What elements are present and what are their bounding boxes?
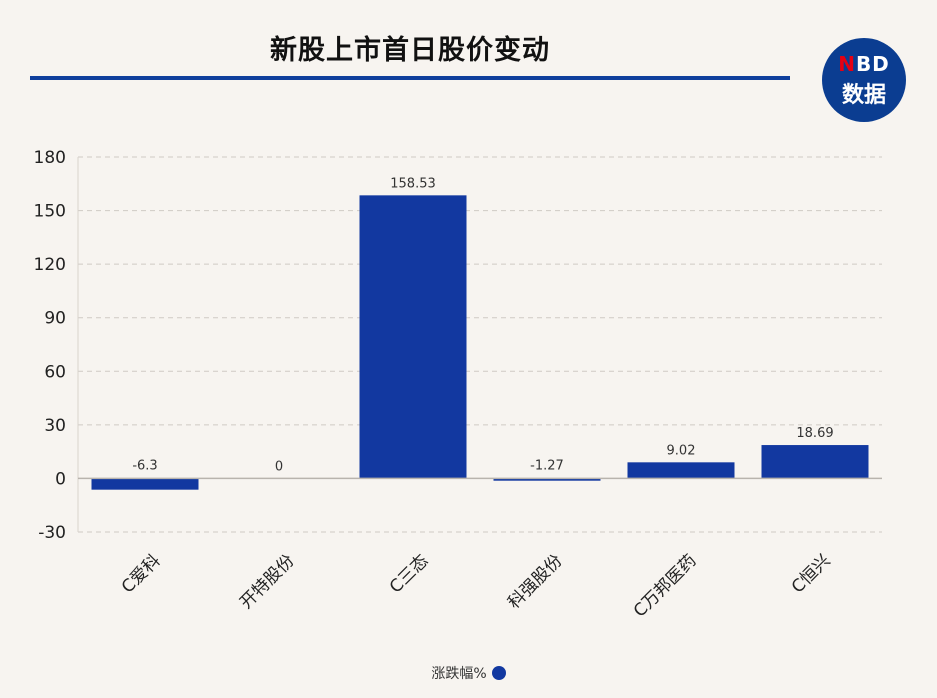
y-tick-label: 180 [34,148,66,168]
bar [761,445,869,479]
y-tick-label: 0 [55,469,66,489]
bar [91,478,199,490]
title-underline [30,76,790,80]
bar-value-label: 0 [275,459,283,474]
y-tick-label: 30 [44,416,66,436]
x-tick-label: C恒兴 [788,551,835,598]
y-tick-label: 90 [44,309,66,329]
x-tick-label: C爱科 [118,551,165,598]
gridlines [78,156,882,533]
bar-value-label: 158.53 [390,176,436,191]
bar [359,195,467,479]
nbd-logo: NBD 数据 [822,38,906,122]
x-tick-label: C三态 [386,551,433,598]
y-tick-label: 60 [44,362,66,382]
y-tick-label: 120 [34,255,66,275]
bar-value-label: 18.69 [796,426,833,441]
bar-value-label: -1.27 [530,458,564,473]
bar [493,478,601,481]
x-axis: C爱科 开特股份 C三态 科强股份 C万邦医药 C恒兴 [118,551,835,622]
value-labels: -6.3 0 158.53 -1.27 9.02 18.69 [132,176,833,474]
bar-value-label: 9.02 [667,443,696,458]
x-tick-label: 科强股份 [504,551,566,613]
legend-marker [491,666,506,680]
bars [91,195,869,490]
chart-title: 新股上市首日股价变动 [270,35,550,66]
bar-chart: -30 0 30 60 90 120 150 180 -6.3 0 158.53 -1.27 9.02… [34,148,882,622]
bar-value-label: -6.3 [132,458,157,473]
y-tick-label: 150 [34,202,66,222]
x-tick-label: 开特股份 [236,551,298,613]
legend: 涨跌幅% [0,663,937,683]
y-axis: -30 0 30 60 90 120 150 180 [34,148,79,543]
bar [627,462,735,479]
x-tick-label: C万邦医药 [630,551,701,622]
legend-label: 涨跌幅% [431,666,487,682]
y-tick-label: -30 [38,523,66,543]
